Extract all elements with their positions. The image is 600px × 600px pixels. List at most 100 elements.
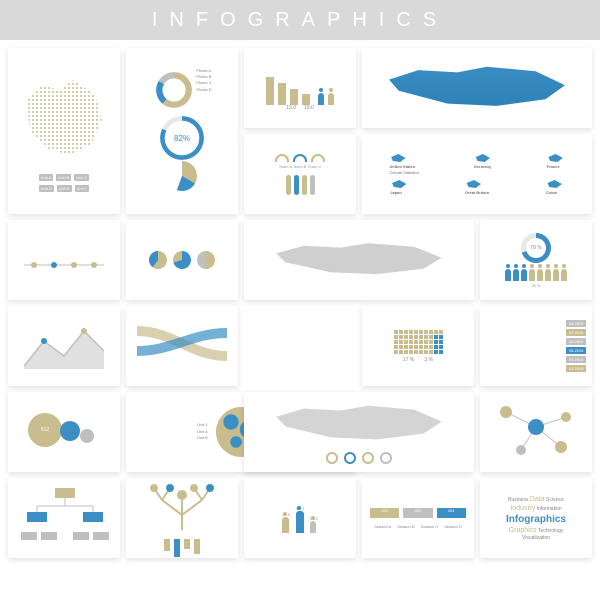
unit-label: Unit F <box>75 185 90 192</box>
stat-country: Germany <box>474 153 492 175</box>
donut-percent <box>160 116 204 160</box>
pie-chart <box>173 251 191 269</box>
radial-chart <box>167 161 197 191</box>
panel-world-gray <box>244 220 474 300</box>
panel-area <box>8 306 120 386</box>
bar <box>302 94 310 105</box>
date-chip: 05.2015 <box>566 347 586 354</box>
donut-chart <box>156 72 192 108</box>
unit-labels: Unit A Unit B Unit C <box>39 174 90 181</box>
slider <box>310 175 315 195</box>
bubble <box>60 421 80 441</box>
date-chip: 03.2015 <box>566 365 586 372</box>
panel-bars: 13.0 19.0 <box>244 48 356 128</box>
panel-step-timeline: 08.2015 07.2015 06.2015 05.2015 04.2015 … <box>480 306 592 386</box>
season-bar: 003 <box>437 508 466 518</box>
phase-label: Phase D <box>196 87 211 93</box>
person-icon <box>296 511 304 533</box>
bubble <box>80 429 94 443</box>
waffle-label: 3 % <box>424 357 433 363</box>
panel-country-stats: United States Overall Statistics Germany… <box>362 134 592 214</box>
circle-gauge: 70 % <box>521 233 551 263</box>
network-svg <box>491 402 581 462</box>
panel-world-rings <box>244 392 474 472</box>
phase-label: Phase A <box>196 68 211 74</box>
gauge-row <box>275 154 325 162</box>
world-map-gray <box>267 238 451 282</box>
person-icon <box>282 517 289 533</box>
panel-timeline <box>8 220 120 300</box>
date-chip: 06.2015 <box>566 338 586 345</box>
panel-word-cloud: Business Data Science Industry Informati… <box>480 478 592 558</box>
bar <box>290 89 298 105</box>
unit-label: Unit A <box>39 174 54 181</box>
date-chip: 08.2015 <box>566 320 586 327</box>
panel-gauge-70: 70 % 30 % <box>480 220 592 300</box>
word-cloud: Business Data Science Industry Informati… <box>506 495 566 542</box>
header-banner: INFOGRAPHICS <box>0 0 600 40</box>
stat-country: France <box>547 153 565 175</box>
panel-dot-map: Unit A Unit B Unit C Unit D Unit E Unit … <box>8 48 120 214</box>
world-map-blue <box>379 60 575 116</box>
waffle-grid <box>394 330 443 354</box>
tree-svg <box>142 480 222 535</box>
person-icon <box>310 521 316 533</box>
date-chip: 04.2015 <box>566 356 586 363</box>
date-chip: 07.2015 <box>566 329 586 336</box>
panel-season-bars: 001 002 003 Season A Season B Season C S… <box>362 478 474 558</box>
panel-people-sized: 42.0 54.0 26.0 <box>244 478 356 558</box>
figure-label: 19.0 <box>304 105 314 111</box>
bar-group <box>266 65 310 105</box>
panel-flow <box>126 306 238 386</box>
person-icon <box>318 93 324 105</box>
infographic-grid: Unit A Unit B Unit C Unit D Unit E Unit … <box>0 40 600 566</box>
pie-chart <box>197 251 215 269</box>
org-svg <box>17 486 112 551</box>
panel-org <box>8 478 120 558</box>
bubble: 512 <box>28 413 62 447</box>
people-row <box>505 269 567 281</box>
unit-label: Unit E <box>57 185 72 192</box>
dot-world-map <box>19 70 109 170</box>
panel-pies <box>126 220 238 300</box>
ring-icon <box>326 452 338 464</box>
ring-icon <box>380 452 392 464</box>
stat-country: United States Overall Statistics <box>389 153 419 175</box>
gauge <box>275 154 289 162</box>
panel-network <box>480 392 592 472</box>
sankey <box>132 321 232 371</box>
slider <box>286 175 291 195</box>
panel-donuts: Phase A Phase B Phase C Phase D 82% <box>126 48 238 214</box>
panel-bubbles: 512 <box>8 392 120 472</box>
unit-label: Unit C <box>74 174 89 181</box>
gauge <box>311 154 325 162</box>
ring-icon <box>362 452 374 464</box>
unit-label: Unit D <box>39 185 54 192</box>
people-pct: 30 % <box>531 283 540 288</box>
panel-waffle: 17 % 3 % <box>362 306 474 386</box>
unit-label: Unit B <box>56 174 71 181</box>
panel-gauges: Team A Team B Team C <box>244 134 356 214</box>
area-chart <box>19 321 109 371</box>
phase-label: Phase C <box>196 80 211 86</box>
bar <box>266 77 274 105</box>
season-bar: 002 <box>403 508 432 518</box>
person-icon <box>328 93 334 105</box>
ring-icon <box>344 452 356 464</box>
world-map-shadow <box>267 400 451 448</box>
panel-world-blue <box>362 48 592 128</box>
pie-chart <box>149 251 167 269</box>
mini-map-icon <box>547 153 565 163</box>
season-bar: 001 <box>370 508 399 518</box>
gauge <box>293 154 307 162</box>
figure-label: 13.0 <box>286 105 296 111</box>
slider <box>294 175 299 195</box>
panel-tree <box>126 478 238 558</box>
waffle-label: 17 % <box>403 357 414 363</box>
gauge-labels: Team A Team B Team C <box>279 164 322 169</box>
slider <box>302 175 307 195</box>
timeline-svg <box>19 250 109 270</box>
mini-map-icon <box>389 153 407 163</box>
mini-map-icon <box>474 153 492 163</box>
bar <box>278 83 286 105</box>
